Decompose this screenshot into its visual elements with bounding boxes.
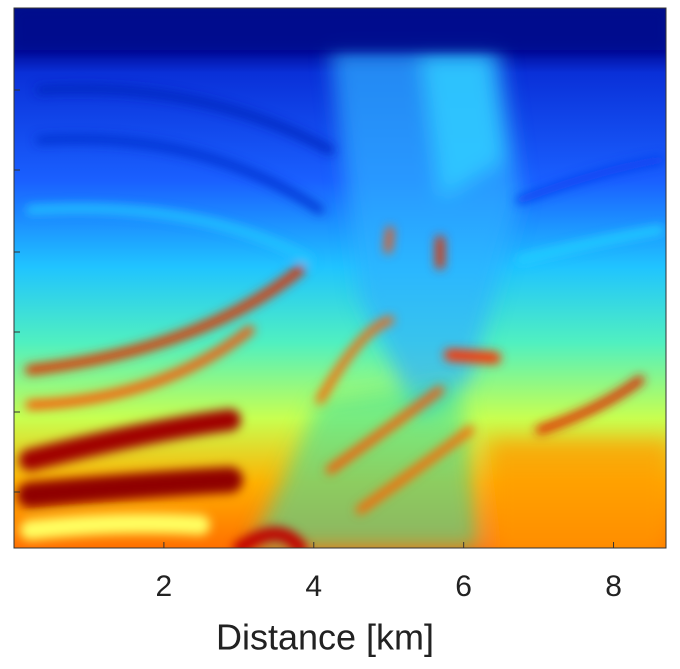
x-tick-label: 8 <box>605 570 622 603</box>
seismic-image <box>14 8 666 548</box>
x-tick-label: 4 <box>305 570 322 603</box>
x-tick-label: 6 <box>455 570 472 603</box>
y-ticks <box>14 89 20 493</box>
x-axis-label: Distance [km] <box>216 617 434 658</box>
x-tick-label: 2 <box>156 570 173 603</box>
plot-frame <box>13 7 667 549</box>
